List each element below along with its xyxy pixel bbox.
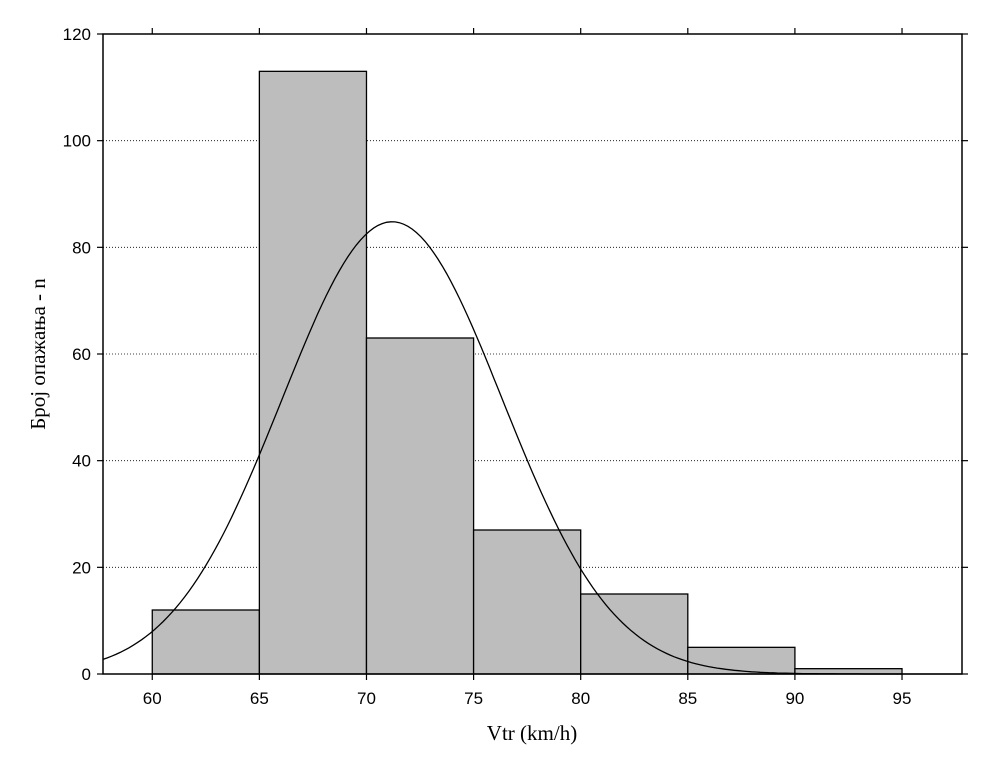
x-tick-label-3: 75 [464,689,483,708]
x-tick-label-5: 85 [678,689,697,708]
x-tick-label-6: 90 [785,689,804,708]
y-tick-label-3: 60 [72,345,91,364]
histogram-bar-5 [687,646,796,675]
x-tick-label-7: 95 [893,689,912,708]
x-axis-title: Vtr (km/h) [487,721,577,745]
x-tick-label-1: 65 [250,689,269,708]
y-tick-label-1: 20 [72,558,91,577]
x-tick-label-0: 60 [143,689,162,708]
histogram-bar-3 [472,529,582,675]
y-tick-label-2: 40 [72,452,91,471]
x-tick-label-4: 80 [571,689,590,708]
y-tick-label-5: 100 [63,132,91,151]
axis-ticks: 60 65 70 75 80 85 90 95 0 20 40 60 80 100 120 [63,25,968,708]
y-tick-label-0: 0 [82,665,91,684]
y-tick-label-4: 80 [72,238,91,257]
x-tick-label-2: 70 [357,689,376,708]
histogram-bar-2 [365,337,475,675]
y-tick-label-6: 120 [63,25,91,44]
histogram-bar-1 [258,70,368,675]
histogram-bar-0 [151,609,261,675]
y-axis-title: Број опажања - n [26,278,50,430]
histogram-bars [151,70,903,675]
grid-lines [103,140,962,568]
